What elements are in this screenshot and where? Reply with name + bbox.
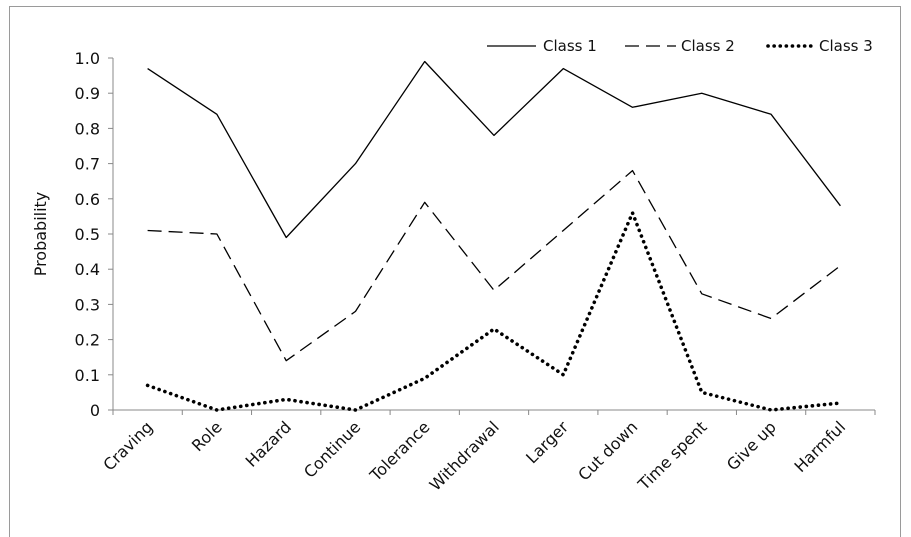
x-tick-label: Harmful <box>791 417 850 476</box>
legend-label: Class 1 <box>543 37 597 55</box>
y-tick-label: 0.7 <box>75 155 100 174</box>
x-tick-label: Craving <box>99 417 156 474</box>
y-tick-label: 0.3 <box>75 295 100 314</box>
x-tick-label: Hazard <box>242 417 295 470</box>
y-tick-label: 0.4 <box>75 260 100 279</box>
series-line-class-3 <box>145 211 843 412</box>
y-tick-label: 0.2 <box>75 331 100 350</box>
legend-label: Class 2 <box>681 37 735 55</box>
legend: Class 1 Class 2 Class 3 <box>487 37 873 55</box>
x-tick-label: Cut down <box>574 417 641 484</box>
chart-frame <box>9 6 901 537</box>
x-tick-label: Time spent <box>634 417 711 494</box>
y-axis-title: Probability <box>31 192 50 277</box>
x-tick-label: Tolerance <box>365 417 433 485</box>
y-tick-label: 0.9 <box>75 84 100 103</box>
y-tick-label: 0.8 <box>75 119 100 138</box>
x-tick-label: Continue <box>300 417 364 481</box>
x-axis-ticks: Craving Role Hazard Continue ToleranceWithdr… <box>99 410 876 495</box>
y-tick-label: 0.6 <box>75 190 100 209</box>
y-tick-label: 0.1 <box>75 366 100 385</box>
x-tick-label: Withdrawal <box>426 417 503 494</box>
series-line-class-1 <box>147 60 841 239</box>
y-axis-ticks: 0 0.1 0.2 0.3 0.4 0.5 0.6 0.7 0.8 0.9 1.0 <box>75 49 113 420</box>
x-tick-label: Give up <box>723 417 780 474</box>
y-tick-label: 0.5 <box>75 225 100 244</box>
series-line-class-2 <box>147 169 841 362</box>
series-lines <box>145 60 843 412</box>
x-tick-label: Role <box>188 417 226 455</box>
y-tick-label: 1.0 <box>75 49 100 68</box>
legend-label: Class 3 <box>819 37 873 55</box>
y-tick-label: 0 <box>90 401 100 420</box>
x-tick-label: Larger <box>522 417 572 467</box>
